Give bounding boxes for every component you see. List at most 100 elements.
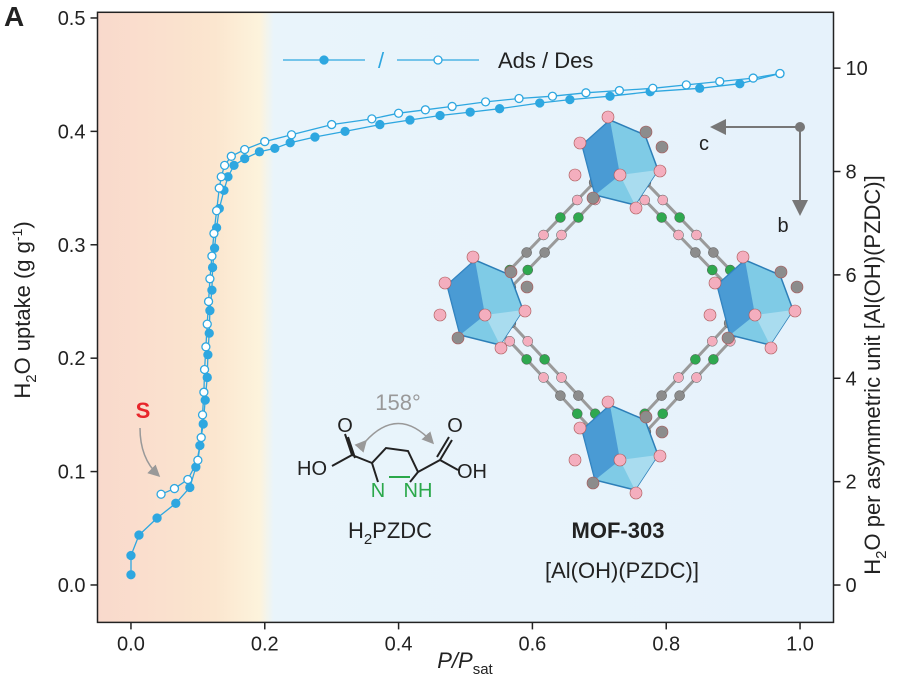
mof-atom: [572, 408, 583, 419]
mof-atom: [673, 229, 684, 241]
mof-atom: [639, 410, 653, 424]
mof-atom: [522, 264, 533, 276]
mof-atom: [451, 331, 465, 345]
data-point: [775, 68, 785, 79]
y2-tick-label: 2: [846, 472, 857, 494]
data-point: [648, 83, 658, 93]
data-point: [204, 328, 214, 338]
data-point: [286, 130, 297, 140]
data-point: [202, 319, 212, 329]
y-tick-label: 0.0: [58, 575, 86, 597]
panel-label: A: [4, 1, 24, 32]
mof-atom: [673, 372, 684, 383]
mof-node-face: [755, 310, 793, 345]
legend-label: Ads / Des: [498, 48, 593, 73]
data-point: [748, 73, 758, 83]
y2-tick-label: 6: [846, 265, 857, 287]
mof-atom: [748, 308, 762, 322]
x-tick-label: 0.6: [519, 633, 547, 655]
data-point: [240, 144, 250, 155]
data-point: [214, 183, 224, 193]
mof-atom: [674, 212, 685, 223]
mof-atom: [521, 354, 532, 365]
axis-origin: [795, 122, 805, 132]
mof-atom: [538, 229, 549, 241]
mof-atom: [556, 372, 567, 383]
mof-atom: [478, 308, 492, 322]
data-point: [226, 151, 236, 161]
mof-atom: [568, 168, 582, 182]
y-label-sub: 2: [23, 374, 40, 382]
data-point: [183, 474, 193, 485]
mof-atom: [657, 408, 668, 419]
mof-atom: [520, 280, 534, 294]
mof-atom: [433, 308, 447, 322]
data-point: [205, 305, 215, 316]
atom-label: NH: [404, 480, 433, 502]
mof-atom: [691, 229, 702, 241]
data-point: [201, 342, 211, 352]
data-point: [393, 108, 404, 118]
data-point: [134, 530, 144, 540]
x-tick-label: 0.2: [251, 633, 279, 655]
mof-atom: [521, 247, 532, 258]
data-point: [199, 364, 210, 375]
x-tick-label: 0.0: [117, 633, 145, 655]
x-tick-label: 1.0: [786, 633, 814, 655]
mof-atom: [703, 308, 717, 322]
data-point: [494, 104, 505, 114]
data-point: [435, 110, 445, 121]
mof-atom: [788, 304, 802, 318]
mof-atom: [466, 250, 480, 264]
data-point: [420, 105, 431, 115]
mof-atom: [629, 201, 643, 215]
y-tick-label: 0.2: [58, 348, 86, 370]
y2-tick-label: 4: [846, 368, 857, 390]
mof-atom: [655, 140, 669, 154]
mof-atom: [586, 476, 600, 490]
data-point: [254, 147, 265, 157]
y-tick-label: 0.1: [58, 462, 86, 484]
y-tick-label: 0.5: [58, 8, 86, 30]
mof-atom: [708, 354, 719, 365]
legend-marker: [319, 55, 329, 65]
mof-atom: [774, 265, 788, 279]
mof-node-face: [717, 260, 755, 335]
mof-node-face: [582, 120, 620, 195]
mof-atom: [655, 425, 669, 439]
mof-atom: [764, 341, 778, 355]
axis-c-label: c: [699, 133, 709, 155]
mof-node-face: [582, 405, 620, 480]
data-point: [209, 243, 220, 253]
data-point: [126, 550, 136, 561]
data-point: [203, 350, 213, 360]
mof-node-face: [447, 260, 485, 335]
data-point: [367, 114, 377, 124]
axis-b-label: b: [777, 215, 788, 237]
linker-name: H2PZDC: [348, 518, 432, 548]
data-point: [156, 489, 166, 499]
data-point: [126, 570, 136, 580]
mof-atom: [573, 136, 587, 150]
data-point: [207, 285, 217, 295]
data-point: [203, 296, 214, 307]
linker-bonds: [331, 433, 459, 483]
data-point: [695, 83, 705, 93]
data-point: [327, 119, 337, 130]
mof-atom: [690, 247, 701, 258]
mof-atom: [629, 486, 643, 500]
mof-atom: [539, 354, 550, 365]
mof-atom: [586, 191, 600, 205]
mof-atom: [656, 390, 667, 401]
x-label-main: P/P: [437, 648, 473, 673]
mof-name: MOF-303: [572, 518, 665, 543]
mof-atom: [653, 449, 667, 463]
data-point: [229, 160, 239, 171]
data-point: [216, 172, 226, 182]
y2-axis-label: H2O per asymmetric unit [Al(OH)(PZDC)]: [860, 175, 890, 575]
data-point: [681, 80, 691, 90]
data-point: [614, 85, 625, 96]
mof-atom: [639, 194, 650, 206]
y-label-b: O uptake (g g: [10, 241, 35, 374]
mof-atom: [538, 372, 549, 383]
